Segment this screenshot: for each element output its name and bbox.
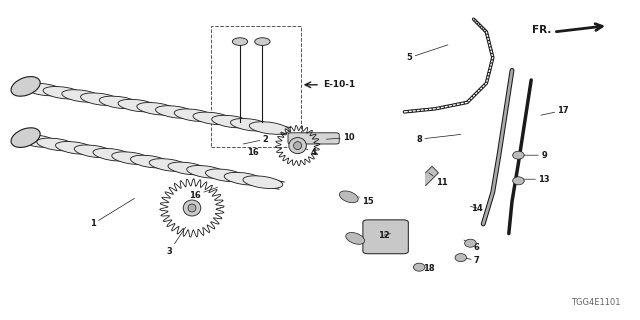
Text: 1: 1	[90, 198, 134, 228]
Ellipse shape	[99, 96, 140, 109]
Text: 11: 11	[429, 173, 447, 187]
Ellipse shape	[174, 109, 214, 122]
Ellipse shape	[193, 112, 233, 125]
Text: TGG4E1101: TGG4E1101	[572, 298, 621, 307]
Ellipse shape	[56, 141, 95, 154]
Text: FR.: FR.	[532, 25, 552, 36]
Ellipse shape	[243, 176, 283, 188]
Ellipse shape	[188, 204, 196, 212]
Ellipse shape	[137, 102, 177, 115]
Ellipse shape	[212, 115, 252, 128]
Ellipse shape	[187, 165, 227, 178]
Ellipse shape	[183, 200, 201, 216]
Ellipse shape	[43, 86, 83, 99]
FancyBboxPatch shape	[288, 133, 339, 144]
Text: 16: 16	[247, 148, 259, 156]
Text: 3: 3	[167, 227, 186, 256]
Ellipse shape	[131, 155, 170, 168]
Ellipse shape	[513, 177, 524, 185]
Ellipse shape	[24, 83, 65, 96]
Ellipse shape	[224, 172, 264, 185]
Text: 10: 10	[326, 133, 355, 142]
Polygon shape	[426, 166, 438, 186]
Ellipse shape	[168, 162, 208, 175]
Text: 9: 9	[518, 151, 547, 160]
Ellipse shape	[205, 169, 245, 182]
Text: 12: 12	[378, 231, 390, 240]
Ellipse shape	[81, 93, 120, 106]
Bar	[211, 26, 301, 147]
Ellipse shape	[230, 118, 271, 131]
Ellipse shape	[465, 239, 476, 247]
Ellipse shape	[156, 106, 196, 118]
Text: 15: 15	[358, 197, 374, 206]
Ellipse shape	[11, 128, 40, 148]
Ellipse shape	[18, 135, 58, 148]
Ellipse shape	[339, 191, 358, 203]
Ellipse shape	[112, 152, 152, 164]
Ellipse shape	[346, 233, 365, 244]
Ellipse shape	[294, 141, 301, 150]
Ellipse shape	[62, 90, 102, 102]
Text: 8: 8	[417, 134, 461, 144]
Circle shape	[255, 38, 270, 45]
Text: 7: 7	[458, 256, 479, 265]
Ellipse shape	[74, 145, 114, 158]
Ellipse shape	[149, 159, 189, 172]
Text: 16: 16	[189, 187, 218, 200]
Text: 2: 2	[243, 135, 269, 144]
Text: 6: 6	[464, 240, 480, 252]
Ellipse shape	[289, 138, 307, 154]
Ellipse shape	[455, 253, 467, 262]
Text: E-10-1: E-10-1	[323, 80, 355, 89]
Ellipse shape	[118, 99, 158, 112]
Ellipse shape	[413, 263, 425, 271]
Text: 4: 4	[298, 146, 317, 156]
Ellipse shape	[513, 151, 524, 159]
Ellipse shape	[93, 148, 133, 161]
Circle shape	[232, 38, 248, 45]
Text: 17: 17	[541, 106, 569, 115]
Ellipse shape	[11, 76, 40, 96]
Text: 5: 5	[406, 45, 448, 62]
Text: 18: 18	[419, 264, 435, 273]
Text: 14: 14	[470, 204, 483, 212]
Ellipse shape	[36, 138, 77, 151]
FancyBboxPatch shape	[363, 220, 408, 254]
Ellipse shape	[249, 122, 289, 134]
Text: 13: 13	[518, 175, 550, 184]
